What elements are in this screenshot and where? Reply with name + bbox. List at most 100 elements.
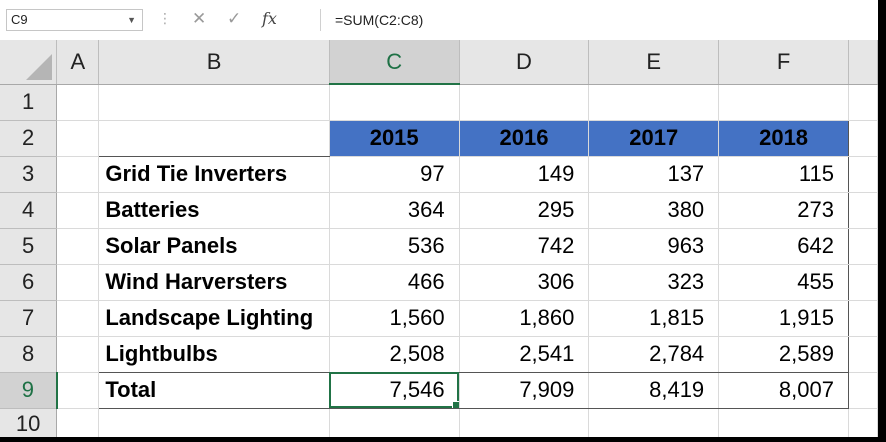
cell[interactable] [848, 156, 878, 193]
value-cell[interactable]: 742 [459, 228, 590, 265]
cell[interactable] [848, 192, 878, 229]
enter-icon[interactable]: ✓ [227, 9, 242, 28]
value-cell[interactable]: 642 [718, 228, 849, 265]
cell[interactable] [98, 408, 330, 437]
cell[interactable] [98, 84, 330, 121]
cell[interactable] [718, 84, 849, 121]
value-cell[interactable]: 364 [329, 192, 460, 229]
cell[interactable] [56, 120, 100, 157]
total-label[interactable]: Total [98, 372, 330, 409]
year-header-2018[interactable]: 2018 [718, 120, 849, 157]
value-cell[interactable]: 295 [459, 192, 590, 229]
year-header-2015[interactable]: 2015 [329, 120, 460, 157]
cell[interactable] [329, 84, 460, 121]
value-cell[interactable]: 2,508 [329, 336, 460, 373]
more-icon: ⋮ [158, 10, 172, 26]
value-cell[interactable]: 2,589 [718, 336, 849, 373]
cell[interactable] [588, 408, 720, 437]
cell[interactable] [98, 120, 330, 157]
cell[interactable] [56, 84, 100, 121]
value-cell[interactable]: 1,915 [718, 300, 849, 337]
cell[interactable] [56, 192, 100, 229]
value-cell[interactable]: 380 [588, 192, 720, 229]
cell[interactable] [848, 228, 878, 265]
item-label[interactable]: Wind Harversters [98, 264, 330, 301]
total-cell-active[interactable]: 7,546 [329, 372, 460, 409]
value-cell[interactable]: 306 [459, 264, 590, 301]
cell[interactable] [848, 372, 878, 409]
value-cell[interactable]: 1,815 [588, 300, 720, 337]
name-box[interactable]: C9 ▼ [6, 9, 143, 31]
cell[interactable] [848, 408, 878, 437]
select-all-corner[interactable] [0, 40, 58, 85]
cell[interactable] [56, 300, 100, 337]
cell[interactable] [56, 264, 100, 301]
value-cell[interactable]: 1,860 [459, 300, 590, 337]
value-cell[interactable]: 455 [718, 264, 849, 301]
col-header-g[interactable] [848, 40, 878, 85]
fill-handle[interactable] [451, 400, 459, 407]
value-cell[interactable]: 137 [588, 156, 720, 193]
value-cell[interactable]: 149 [459, 156, 590, 193]
cell[interactable] [56, 336, 100, 373]
item-label[interactable]: Solar Panels [98, 228, 330, 265]
formula-divider [320, 9, 321, 31]
name-box-value: C9 [11, 12, 28, 27]
item-label[interactable]: Landscape Lighting [98, 300, 330, 337]
total-cell[interactable]: 8,007 [718, 372, 849, 409]
row-header-5[interactable]: 5 [0, 228, 58, 265]
row-header-9[interactable]: 9 [0, 372, 58, 409]
value-cell[interactable]: 2,541 [459, 336, 590, 373]
spreadsheet-window: C9 ▼ ⋮ ✕ ✓ fx =SUM(C2:C8) A B C D E F [0, 0, 878, 437]
cell[interactable] [329, 408, 460, 437]
value-cell[interactable]: 115 [718, 156, 849, 193]
row-header-6[interactable]: 6 [0, 264, 58, 301]
row-header-3[interactable]: 3 [0, 156, 58, 193]
cell[interactable] [848, 84, 878, 121]
cell[interactable] [459, 408, 590, 437]
cell[interactable] [459, 84, 590, 121]
item-label[interactable]: Batteries [98, 192, 330, 229]
value-cell[interactable]: 97 [329, 156, 460, 193]
formula-bar: C9 ▼ ⋮ ✕ ✓ fx =SUM(C2:C8) [0, 0, 878, 41]
col-header-b[interactable]: B [98, 40, 330, 85]
row-header-1[interactable]: 1 [0, 84, 58, 121]
cell[interactable] [848, 336, 878, 373]
insert-function-icon[interactable]: fx [262, 9, 277, 28]
item-label[interactable]: Lightbulbs [98, 336, 330, 373]
row-header-7[interactable]: 7 [0, 300, 58, 337]
cell[interactable] [848, 120, 878, 157]
total-cell[interactable]: 8,419 [588, 372, 720, 409]
row-header-2[interactable]: 2 [0, 120, 58, 157]
col-header-a[interactable]: A [56, 40, 100, 85]
row-header-10[interactable]: 10 [0, 408, 58, 437]
cell[interactable] [56, 228, 100, 265]
cell[interactable] [56, 408, 100, 437]
cell[interactable] [718, 408, 849, 437]
chevron-down-icon[interactable]: ▼ [127, 15, 136, 25]
value-cell[interactable]: 536 [329, 228, 460, 265]
value-cell[interactable]: 2,784 [588, 336, 720, 373]
cell[interactable] [848, 264, 878, 301]
cell[interactable] [588, 84, 720, 121]
value-cell[interactable]: 323 [588, 264, 720, 301]
col-header-e[interactable]: E [588, 40, 720, 85]
value-cell[interactable]: 273 [718, 192, 849, 229]
value-cell[interactable]: 466 [329, 264, 460, 301]
cell[interactable] [56, 372, 100, 409]
col-header-c[interactable]: C [329, 40, 460, 85]
cancel-icon[interactable]: ✕ [192, 9, 207, 28]
value-cell[interactable]: 963 [588, 228, 720, 265]
value-cell[interactable]: 1,560 [329, 300, 460, 337]
col-header-f[interactable]: F [718, 40, 849, 85]
cell[interactable] [848, 300, 878, 337]
cell[interactable] [56, 156, 100, 193]
row-header-4[interactable]: 4 [0, 192, 58, 229]
row-header-8[interactable]: 8 [0, 336, 58, 373]
year-header-2016[interactable]: 2016 [459, 120, 590, 157]
total-cell[interactable]: 7,909 [459, 372, 590, 409]
col-header-d[interactable]: D [459, 40, 590, 85]
formula-input[interactable]: =SUM(C2:C8) [335, 12, 424, 28]
item-label[interactable]: Grid Tie Inverters [98, 156, 330, 193]
year-header-2017[interactable]: 2017 [588, 120, 720, 157]
